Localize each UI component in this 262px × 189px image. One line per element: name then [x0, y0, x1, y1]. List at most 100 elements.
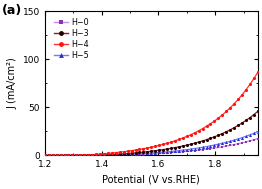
- Point: [153, 145, 157, 148]
- Point: [244, 88, 248, 91]
- Point: [149, 146, 153, 149]
- Point: [169, 150, 173, 153]
- Point: [110, 154, 114, 157]
- Point: [51, 154, 55, 157]
- Point: [129, 152, 134, 155]
- Point: [228, 128, 232, 131]
- Point: [122, 153, 126, 156]
- Point: [47, 154, 51, 157]
- Point: [256, 71, 260, 74]
- Point: [165, 142, 169, 145]
- Point: [161, 143, 165, 146]
- Point: [145, 150, 149, 153]
- Point: [106, 154, 110, 157]
- Point: [220, 145, 225, 148]
- Point: [189, 149, 193, 153]
- Point: [86, 153, 90, 156]
- Point: [248, 133, 252, 136]
- Point: [141, 147, 145, 150]
- Point: [248, 83, 252, 86]
- Point: [200, 127, 205, 130]
- Point: [224, 145, 228, 148]
- Point: [58, 154, 63, 157]
- Point: [47, 154, 51, 157]
- Point: [141, 153, 145, 156]
- Point: [122, 152, 126, 155]
- Point: [98, 154, 102, 157]
- Point: [58, 154, 63, 157]
- Point: [232, 143, 236, 146]
- Point: [137, 151, 141, 154]
- Point: [165, 151, 169, 154]
- Point: [141, 151, 145, 154]
- Y-axis label: J (mA/cm²): J (mA/cm²): [7, 58, 17, 109]
- Point: [98, 154, 102, 157]
- Point: [252, 132, 256, 135]
- Point: [66, 154, 70, 157]
- Point: [98, 154, 102, 157]
- Point: [82, 154, 86, 157]
- Point: [78, 154, 82, 157]
- Point: [196, 141, 201, 144]
- Point: [54, 154, 59, 157]
- Point: [220, 113, 225, 116]
- Point: [102, 154, 106, 157]
- Point: [125, 152, 130, 155]
- Point: [216, 134, 221, 137]
- Point: [177, 138, 181, 141]
- Point: [161, 151, 165, 154]
- Point: [224, 141, 228, 144]
- Point: [74, 154, 78, 157]
- Point: [189, 143, 193, 146]
- Point: [54, 154, 59, 157]
- Point: [43, 154, 47, 157]
- Point: [66, 154, 70, 157]
- Point: [66, 154, 70, 157]
- Point: [169, 141, 173, 144]
- Point: [94, 154, 98, 157]
- Point: [51, 154, 55, 157]
- Point: [220, 142, 225, 145]
- Point: [90, 154, 94, 157]
- Point: [118, 154, 122, 157]
- Point: [43, 154, 47, 157]
- Point: [86, 154, 90, 157]
- Point: [193, 142, 197, 145]
- Point: [122, 153, 126, 156]
- Point: [185, 148, 189, 151]
- Point: [157, 144, 161, 147]
- Point: [62, 154, 67, 157]
- Point: [98, 153, 102, 156]
- Point: [236, 124, 240, 127]
- Point: [102, 154, 106, 157]
- Point: [106, 154, 110, 157]
- Point: [90, 154, 94, 157]
- Point: [216, 146, 221, 149]
- Point: [153, 151, 157, 154]
- Point: [157, 149, 161, 152]
- Point: [94, 154, 98, 157]
- Point: [149, 152, 153, 155]
- Point: [252, 138, 256, 141]
- Point: [157, 151, 161, 154]
- Point: [161, 152, 165, 155]
- Point: [58, 154, 63, 157]
- Point: [43, 154, 47, 157]
- Point: [145, 146, 149, 149]
- Point: [58, 154, 63, 157]
- Text: (a): (a): [2, 4, 23, 17]
- Point: [173, 146, 177, 149]
- Point: [181, 136, 185, 139]
- Point: [240, 136, 244, 139]
- Point: [208, 122, 212, 125]
- Point: [137, 153, 141, 156]
- Point: [133, 151, 138, 154]
- Point: [181, 145, 185, 148]
- Point: [149, 150, 153, 153]
- Point: [94, 153, 98, 156]
- Point: [70, 154, 74, 157]
- Point: [78, 154, 82, 157]
- Point: [74, 154, 78, 157]
- Point: [82, 154, 86, 157]
- Point: [200, 139, 205, 143]
